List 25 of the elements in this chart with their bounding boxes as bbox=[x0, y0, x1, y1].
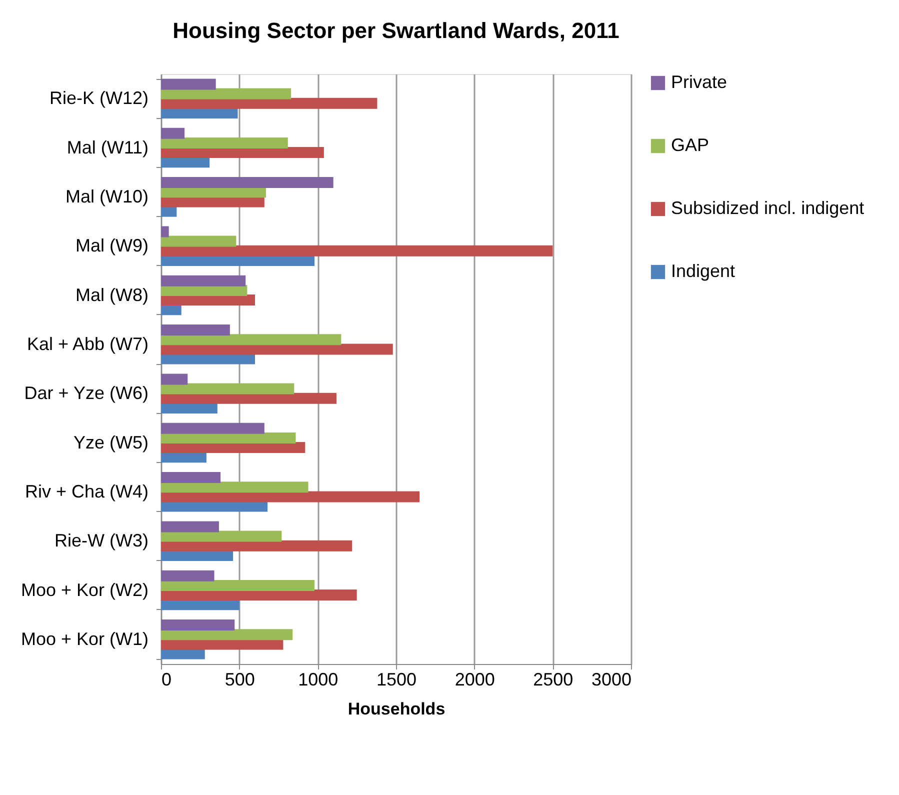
y-tick-label: Rie-K (W12) bbox=[49, 88, 148, 108]
y-tick-label: Rie-W (W3) bbox=[54, 530, 148, 551]
y-tick-label: Mal (W9) bbox=[76, 236, 148, 256]
x-tick-label: 2000 bbox=[454, 670, 495, 690]
legend-label: GAP bbox=[671, 135, 710, 155]
x-tick-label: 1500 bbox=[376, 670, 417, 690]
legend-label: Subsidized incl. indigent bbox=[671, 198, 864, 218]
y-tick-label: Moo + Kor (W2) bbox=[20, 580, 148, 600]
y-tick-label: Dar + Yze (W6) bbox=[24, 383, 148, 404]
y-tick-label: Mal (W11) bbox=[66, 137, 148, 158]
x-tick-label: 3000 bbox=[591, 670, 632, 690]
y-tick-label: Riv + Cha (W4) bbox=[24, 481, 148, 502]
y-tick-label: Yze (W5) bbox=[73, 432, 148, 452]
x-axis-title: Households bbox=[348, 700, 446, 718]
x-tick-label: 1000 bbox=[298, 670, 338, 690]
y-tick-label: Moo + Kor (W1) bbox=[20, 628, 148, 649]
legend-label: Private bbox=[671, 72, 728, 92]
x-tick-label: 500 bbox=[224, 670, 255, 690]
x-tick-label: 2500 bbox=[533, 670, 574, 690]
y-tick-label: Mal (W10) bbox=[65, 186, 148, 206]
y-tick-label: Kal + Abb (W7) bbox=[26, 334, 148, 354]
chart-title: Housing Sector per Swartland Wards, 2011 bbox=[172, 18, 620, 43]
legend-label: Indigent bbox=[671, 261, 736, 281]
y-tick-label: Mal (W8) bbox=[76, 284, 148, 305]
x-tick-label: 0 bbox=[162, 670, 172, 690]
